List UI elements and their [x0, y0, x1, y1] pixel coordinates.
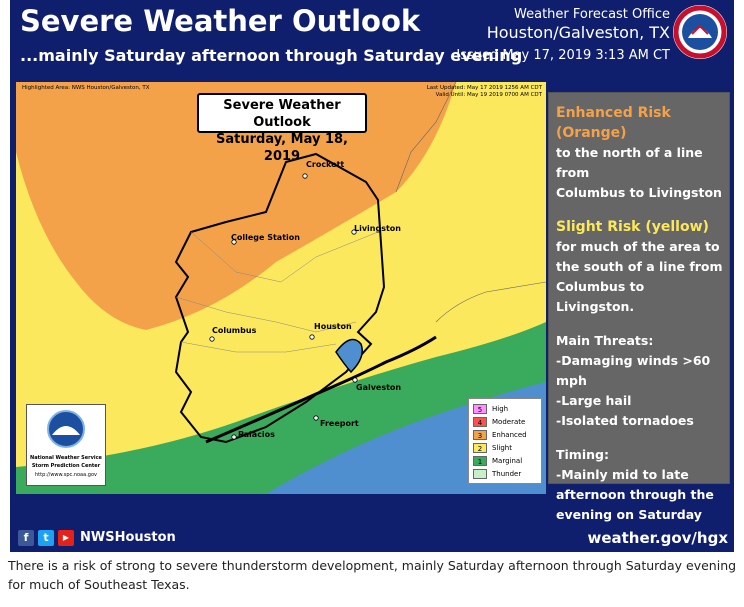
- city-crockett: Crockett: [306, 160, 345, 169]
- city-freeport: Freeport: [320, 419, 359, 428]
- city-columbus: Columbus: [212, 326, 257, 335]
- legend-row-marginal: 1 Marginal: [473, 454, 537, 467]
- outlook-graphic: Severe Weather Outlook ...mainly Saturda…: [10, 0, 734, 552]
- threat-1-line1: -Damaging winds >60: [556, 353, 711, 368]
- slight-text-2: the south of a line from: [556, 259, 723, 274]
- legend-label: Slight: [492, 443, 512, 452]
- city-palacios: Palacios: [238, 430, 275, 439]
- legend-swatch: 2: [473, 442, 487, 453]
- image-caption: There is a risk of strong to severe thun…: [8, 558, 737, 592]
- legend-label: Moderate: [492, 417, 526, 426]
- legend-row-slight: 2 Slight: [473, 441, 537, 454]
- coastline: [205, 335, 437, 444]
- timing-line1: -Mainly mid to late: [556, 467, 689, 482]
- legend-swatch: 3: [473, 429, 487, 440]
- legend-swatch: 1: [473, 455, 487, 466]
- galveston-bay: [335, 338, 363, 374]
- city-galveston: Galveston: [356, 383, 402, 392]
- issued-time: Issued May 17, 2019 3:13 AM CT: [456, 48, 670, 63]
- graphic-footer: f t ▶ NWSHouston weather.gov/hgx: [10, 526, 734, 552]
- enhanced-text-1: to the north of a line from: [556, 145, 703, 180]
- last-updated-text: Last Updated: May 17 2019 1256 AM CDT: [426, 85, 542, 91]
- enhanced-heading: Enhanced Risk (Orange): [556, 105, 671, 141]
- timing-line3: evening on Saturday: [556, 507, 702, 522]
- city-college-station: College Station: [231, 233, 300, 242]
- risk-legend: 5 High 4 Moderate 3 Enhanced 2 Slight 1 …: [468, 398, 542, 484]
- legend-row-high: 5 High: [473, 402, 537, 415]
- timing-heading: Timing:: [556, 447, 609, 462]
- threat-2: -Large hail: [556, 393, 632, 408]
- office-line2: Houston/Galveston, TX: [486, 23, 670, 42]
- spc-url: http://www.spc.noaa.gov: [35, 472, 97, 478]
- legend-label: Marginal: [492, 456, 523, 465]
- risk-summary-panel: Enhanced Risk (Orange) to the north of a…: [548, 92, 730, 522]
- nws-logo-icon: [673, 5, 727, 59]
- city-houston: Houston: [314, 322, 352, 331]
- noaa-logo-icon: [47, 410, 85, 448]
- legend-label: Thunder: [492, 469, 522, 478]
- office-info: Weather Forecast Office Houston/Galvesto…: [456, 6, 670, 65]
- city-livingston: Livingston: [354, 224, 401, 233]
- highlighted-area-text: Highlighted Area: NWS Houston/Galveston,…: [22, 85, 150, 91]
- twitter-icon[interactable]: t: [38, 530, 54, 546]
- outlook-map: Highlighted Area: NWS Houston/Galveston,…: [16, 82, 546, 494]
- legend-label: High: [492, 404, 509, 413]
- map-title-line1: Severe Weather Outlook: [223, 98, 341, 130]
- header-left: Severe Weather Outlook ...mainly Saturda…: [10, 0, 522, 72]
- enhanced-risk-area: [16, 82, 456, 330]
- legend-swatch: [473, 468, 487, 479]
- enhanced-text-2: Columbus to Livingston: [556, 185, 722, 200]
- legend-swatch: 5: [473, 403, 487, 414]
- legend-row-thunder: Thunder: [473, 467, 537, 480]
- office-line1: Weather Forecast Office: [514, 7, 670, 22]
- map-title-box: Severe Weather Outlook Saturday, May 18,…: [197, 93, 367, 164]
- slight-text-3: Columbus to Livingston.: [556, 279, 645, 314]
- legend-row-moderate: 4 Moderate: [473, 415, 537, 428]
- social-handle: NWSHouston: [80, 530, 176, 545]
- facebook-icon[interactable]: f: [18, 530, 34, 546]
- graphic-subtitle: ...mainly Saturday afternoon through Sat…: [20, 46, 523, 65]
- slight-text-1: for much of the area to: [556, 239, 720, 254]
- threat-3: -Isolated tornadoes: [556, 413, 694, 428]
- noaa-spc-box: National Weather Service Storm Predictio…: [26, 404, 106, 486]
- slight-heading: Slight Risk (yellow): [556, 219, 709, 235]
- legend-swatch: 4: [473, 416, 487, 427]
- legend-row-enhanced: 3 Enhanced: [473, 428, 537, 441]
- threats-heading: Main Threats:: [556, 333, 654, 348]
- noaa-line2: Storm Prediction Center: [31, 463, 101, 469]
- threat-1-line2: mph: [556, 373, 587, 388]
- cwa-boundary: [174, 152, 386, 444]
- legend-label: Enhanced: [492, 430, 527, 439]
- valid-until-text: Valid Until: May 19 2019 0700 AM CDT: [435, 92, 542, 98]
- noaa-line1: National Weather Service: [30, 455, 102, 461]
- map-title-line2: Saturday, May 18, 2019: [216, 132, 348, 164]
- timing-line2: afternoon through the: [556, 487, 714, 502]
- website-link[interactable]: weather.gov/hgx: [587, 529, 728, 547]
- graphic-title: Severe Weather Outlook: [20, 4, 421, 38]
- youtube-icon[interactable]: ▶: [58, 530, 74, 546]
